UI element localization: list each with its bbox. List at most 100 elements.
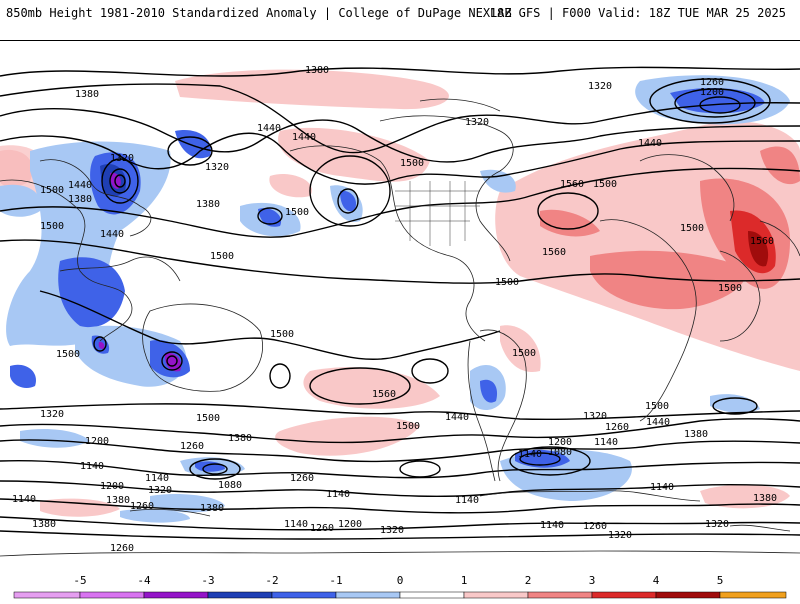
color-scale-legend: -5 -4 -3 -2 -1 0 1 2 3 4 5 <box>0 568 800 600</box>
legend-svg: -5 -4 -3 -2 -1 0 1 2 3 4 5 <box>13 574 787 599</box>
height-contours <box>0 66 800 540</box>
contour-label: 1380 <box>75 89 99 100</box>
legend-swatch <box>719 591 787 599</box>
legend-swatch <box>463 591 529 599</box>
contour-label: 1140 <box>145 473 169 484</box>
legend-swatch <box>271 591 337 599</box>
contour-label: 1200 <box>700 87 724 98</box>
contour-label: 1140 <box>284 519 308 530</box>
contour-label: 1560 <box>372 389 396 400</box>
contour-label: 1140 <box>455 495 479 506</box>
contour-label: 1200 <box>338 519 362 530</box>
coastlines <box>0 98 800 557</box>
contour-label: 1500 <box>270 329 294 340</box>
contour-label: 1500 <box>495 277 519 288</box>
contour-label: 1260 <box>605 422 629 433</box>
contour-label: 1500 <box>40 185 64 196</box>
contour-label: 1320 <box>608 530 632 541</box>
contour-label: 1320 <box>40 409 64 420</box>
contour-label: 1440 <box>445 412 469 423</box>
contour-label: 1500 <box>40 221 64 232</box>
legend-swatch <box>655 591 721 599</box>
legend-swatch <box>13 591 81 599</box>
contour-label: 1500 <box>285 207 309 218</box>
contour-label: 1320 <box>148 485 172 496</box>
anomaly-shading <box>0 69 800 523</box>
legend-swatch <box>399 591 465 599</box>
legend-swatch <box>207 591 273 599</box>
contour-label: 1200 <box>548 437 572 448</box>
contour-label: 1500 <box>718 283 742 294</box>
legend-swatch <box>527 591 593 599</box>
legend-tick-label: 0 <box>397 574 404 587</box>
contour-label: 1500 <box>512 348 536 359</box>
contour-label: 1500 <box>56 349 80 360</box>
contour-label: 1260 <box>583 521 607 532</box>
contour-label: 1140 <box>540 520 564 531</box>
contour-label: 1260 <box>700 77 724 88</box>
contour-label: 1320 <box>588 81 612 92</box>
legend-tick-label: 1 <box>461 574 468 587</box>
legend-swatch <box>335 591 401 599</box>
contour-label: 1500 <box>593 179 617 190</box>
contour-label: 1560 <box>750 236 774 247</box>
contour-label: 1440 <box>100 229 124 240</box>
contour-label: 1440 <box>638 138 662 149</box>
legend-swatch <box>79 591 145 599</box>
legend-bar <box>13 591 787 599</box>
contour-label: 1440 <box>292 132 316 143</box>
legend-swatch <box>143 591 209 599</box>
contour-label: 1260 <box>290 473 314 484</box>
contour-label: 1140 <box>80 461 104 472</box>
contour-label: 1500 <box>680 223 704 234</box>
contour-label: 1320 <box>380 525 404 536</box>
contour-label: 1320 <box>583 411 607 422</box>
contour-label: 1260 <box>310 523 334 534</box>
contour-label: 1260 <box>110 543 134 554</box>
map-panel: 1380 1380 1320 1260 1200 1320 1440 1440 … <box>0 40 800 570</box>
contour-label: 1500 <box>210 251 234 262</box>
contour-label: 1500 <box>396 421 420 432</box>
contour-label: 1260 <box>180 441 204 452</box>
contour-label: 1260 <box>130 501 154 512</box>
anomaly-map: 1380 1380 1320 1260 1200 1320 1440 1440 … <box>0 65 800 557</box>
contour-label: 1320 <box>205 162 229 173</box>
legend-tick-label: 3 <box>589 574 596 587</box>
legend-tick-label: -3 <box>201 574 214 587</box>
contour-label: 1380 <box>196 199 220 210</box>
contour-label: 1140 <box>518 449 542 460</box>
legend-tick-label: -5 <box>73 574 86 587</box>
contour-label: 1200 <box>100 481 124 492</box>
us-state-borders <box>395 181 480 246</box>
contour-label: 1140 <box>594 437 618 448</box>
contour-label: 1380 <box>305 65 329 76</box>
contour-label: 1440 <box>257 123 281 134</box>
legend-tick-label: 5 <box>717 574 724 587</box>
contour-label: 1500 <box>196 413 220 424</box>
header-bar: 850mb Height 1981-2010 Standardized Anom… <box>0 0 800 40</box>
legend-tick-label: 2 <box>525 574 532 587</box>
contour-label: 1380 <box>106 495 130 506</box>
contour-label: 1320 <box>110 153 134 164</box>
contour-label: 1080 <box>218 480 242 491</box>
map-title: 850mb Height 1981-2010 Standardized Anom… <box>6 6 512 20</box>
contour-label: 1140 <box>12 494 36 505</box>
contour-label: 1380 <box>684 429 708 440</box>
contour-label: 1320 <box>705 519 729 530</box>
legend-tick-label: 4 <box>653 574 660 587</box>
legend-tick-label: -1 <box>329 574 342 587</box>
contour-label: 1380 <box>200 503 224 514</box>
contour-label: 1440 <box>646 417 670 428</box>
contour-label: 1140 <box>326 489 350 500</box>
legend-tick-label: -2 <box>265 574 278 587</box>
contour-label: 1560 <box>560 179 584 190</box>
contour-label: 1140 <box>650 482 674 493</box>
legend-tick-label: -4 <box>137 574 151 587</box>
legend-ticks: -5 -4 -3 -2 -1 0 1 2 3 4 5 <box>73 574 723 587</box>
contour-label: 1500 <box>645 401 669 412</box>
contour-label: 1380 <box>753 493 777 504</box>
contour-label: 1440 <box>68 180 92 191</box>
contour-label: 1200 <box>85 436 109 447</box>
legend-swatch <box>591 591 657 599</box>
contour-label: 1380 <box>228 433 252 444</box>
